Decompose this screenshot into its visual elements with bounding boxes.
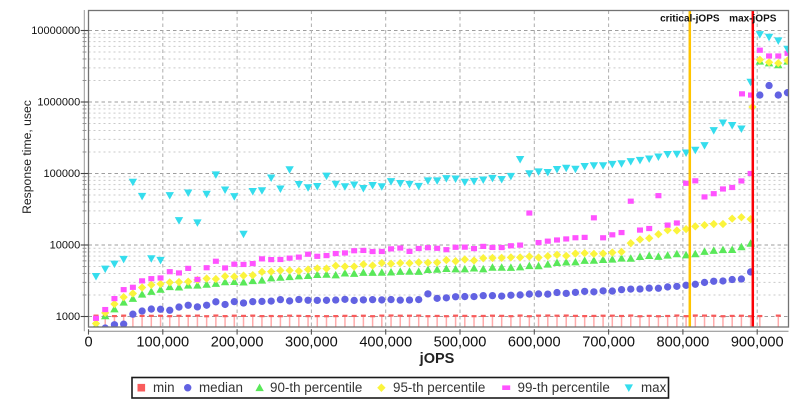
svg-text:500,000: 500,000 bbox=[434, 335, 487, 351]
svg-text:100,000: 100,000 bbox=[136, 335, 189, 351]
svg-text:min: min bbox=[153, 380, 175, 395]
svg-text:99-th percentile: 99-th percentile bbox=[518, 380, 610, 395]
svg-text:600,000: 600,000 bbox=[508, 335, 561, 351]
svg-text:10000: 10000 bbox=[50, 240, 81, 252]
svg-text:max: max bbox=[641, 380, 667, 395]
svg-text:800,000: 800,000 bbox=[657, 335, 710, 351]
svg-text:100000: 100000 bbox=[43, 168, 80, 180]
svg-text:1000000: 1000000 bbox=[37, 97, 80, 109]
svg-text:200,000: 200,000 bbox=[211, 335, 264, 351]
svg-text:critical-jOPS: critical-jOPS bbox=[660, 14, 720, 25]
svg-text:700,000: 700,000 bbox=[582, 335, 635, 351]
svg-text:300,000: 300,000 bbox=[285, 335, 338, 351]
svg-text:0: 0 bbox=[84, 335, 92, 351]
svg-text:900,000: 900,000 bbox=[731, 335, 784, 351]
svg-text:95-th percentile: 95-th percentile bbox=[393, 380, 485, 395]
svg-text:Response time, usec: Response time, usec bbox=[20, 100, 34, 214]
svg-text:jOPS: jOPS bbox=[419, 351, 455, 367]
svg-text:400,000: 400,000 bbox=[359, 335, 412, 351]
svg-text:max-jOPS: max-jOPS bbox=[729, 14, 777, 25]
svg-text:90-th percentile: 90-th percentile bbox=[270, 380, 362, 395]
svg-text:1000: 1000 bbox=[56, 311, 80, 323]
svg-text:median: median bbox=[199, 380, 243, 395]
svg-text:10000000: 10000000 bbox=[31, 25, 80, 37]
